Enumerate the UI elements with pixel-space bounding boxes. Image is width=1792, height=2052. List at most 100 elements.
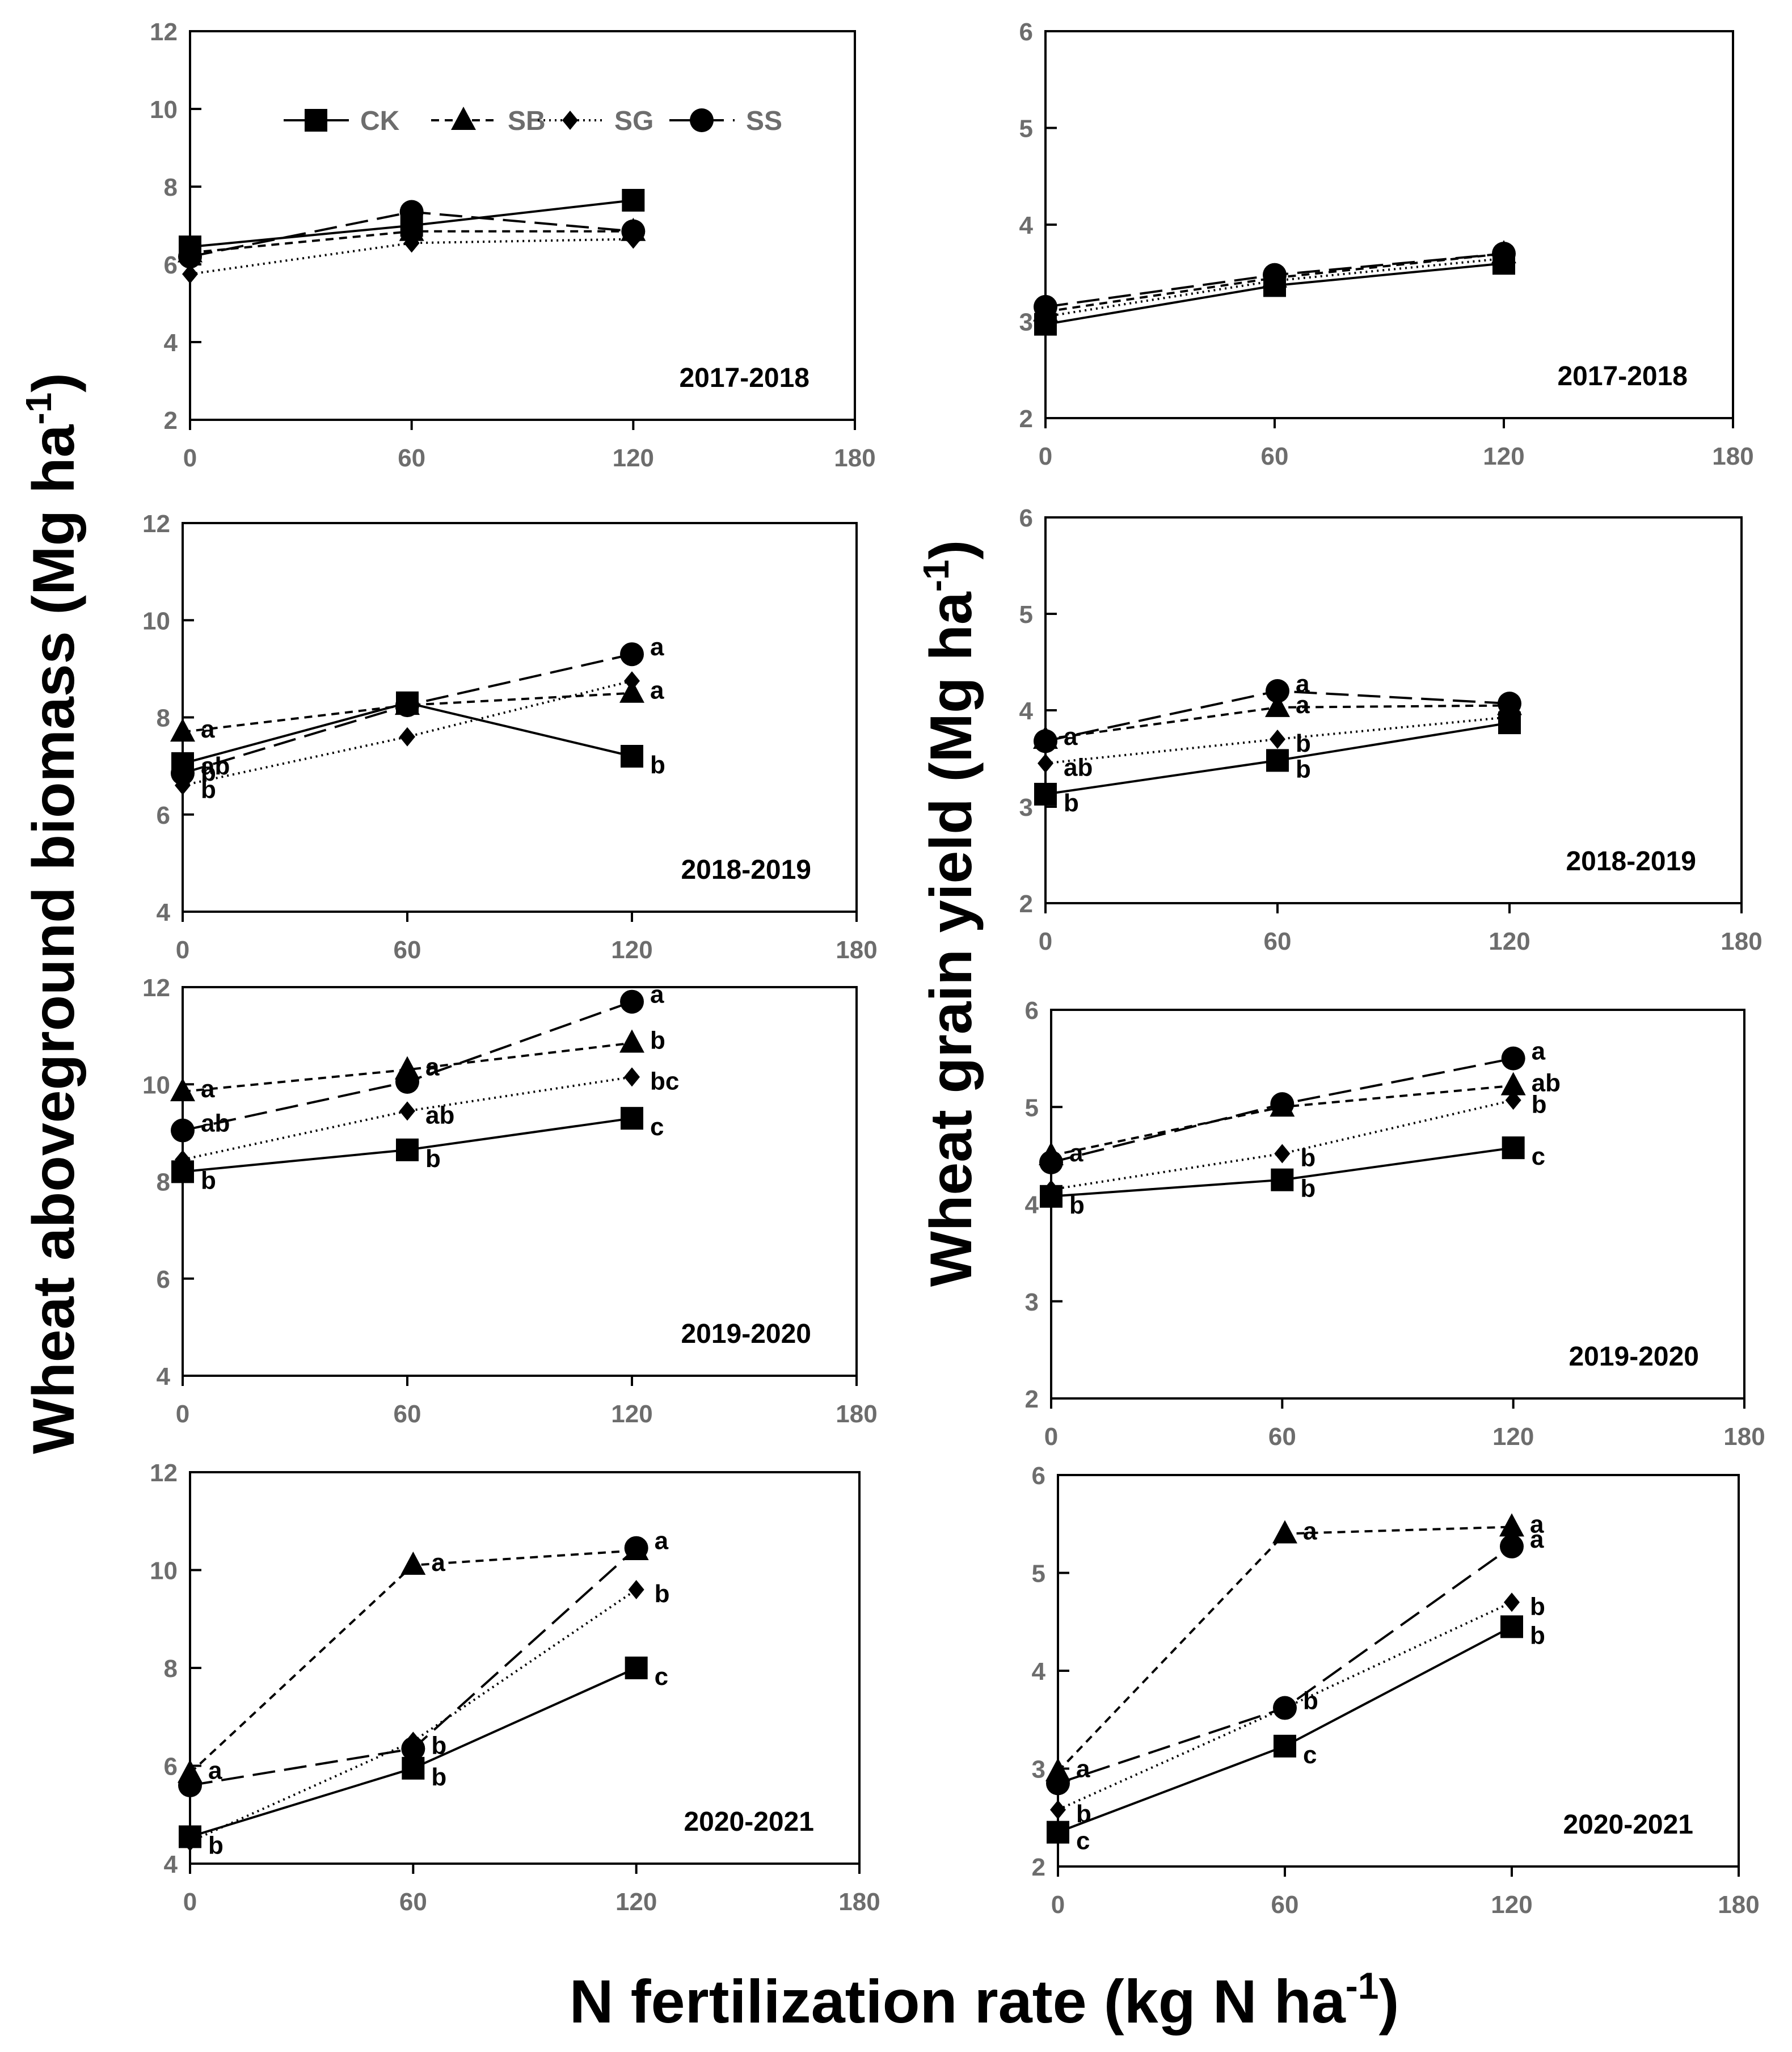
y-tick-label: 10 (150, 1557, 178, 1585)
y-tick-label: 4 (157, 899, 171, 926)
y-tick-label: 2 (1019, 890, 1033, 918)
point-SB (400, 1551, 426, 1575)
point-SS (395, 693, 419, 718)
significance-letter: b (1303, 1687, 1318, 1715)
significance-letter: a (655, 1527, 669, 1555)
significance-letter: a (431, 1549, 445, 1577)
y-axis-title-left-superscript: -1 (18, 393, 59, 425)
point-CK (1274, 1734, 1296, 1758)
significance-letter: b (1076, 1800, 1091, 1828)
significance-letter: ab (425, 1101, 454, 1129)
point-SS (171, 761, 195, 785)
y-tick-label: 6 (1019, 18, 1033, 46)
legend-marker-SB (451, 107, 476, 130)
significance-letter: b (431, 1731, 446, 1759)
point-SB (619, 679, 644, 703)
y-tick-label: 12 (150, 18, 178, 46)
significance-letter: a (1530, 1510, 1544, 1538)
legend-item-CK: CK (284, 106, 400, 136)
point-SG (399, 1101, 415, 1121)
x-tick-label: 0 (176, 1400, 189, 1428)
point-SS (624, 1536, 648, 1560)
year-label: 2020-2021 (1563, 1810, 1693, 1840)
y-tick-label: 5 (1019, 115, 1033, 143)
point-SG (1043, 1179, 1059, 1199)
significance-letter: b (1530, 1621, 1545, 1649)
point-SS (1263, 263, 1287, 287)
y-tick-label: 4 (157, 1363, 171, 1391)
point-SS (1501, 1046, 1525, 1071)
y-tick-label: 2 (1019, 405, 1033, 433)
point-CK (402, 1756, 425, 1780)
point-SB (1500, 1072, 1526, 1095)
point-SB (170, 1078, 195, 1102)
point-CK (621, 745, 643, 768)
y-tick-label: 12 (142, 510, 170, 538)
point-CK (1047, 1821, 1069, 1844)
legend-label: CK (360, 106, 400, 136)
y-tick-label: 3 (1019, 309, 1033, 336)
point-CK (1266, 749, 1289, 772)
y-tick-label: 8 (157, 705, 170, 732)
point-SG (1270, 730, 1285, 749)
point-SS (171, 1118, 195, 1143)
point-SB (170, 718, 195, 742)
x-tick-label: 180 (1721, 928, 1762, 955)
point-SS (1046, 1771, 1070, 1796)
y-tick-label: 6 (157, 802, 170, 829)
year-label: 2017-2018 (1557, 361, 1688, 391)
point-SS (620, 989, 644, 1014)
x-tick-label: 0 (1051, 1891, 1065, 1919)
x-tick-label: 60 (1271, 1891, 1299, 1919)
x-axis-title: N fertilization rate (kg N ha-1) (570, 1965, 1399, 2036)
significance-letter: b (650, 751, 665, 779)
y-tick-label: 4 (1019, 212, 1034, 239)
x-tick-label: 120 (1483, 443, 1524, 470)
x-tick-label: 60 (1261, 443, 1289, 470)
y-tick-label: 5 (1032, 1560, 1045, 1588)
significance-letter: b (1532, 1090, 1547, 1118)
point-SS (1498, 692, 1521, 716)
x-tick-label: 0 (1039, 443, 1052, 470)
x-tick-label: 60 (1264, 928, 1292, 955)
point-SG (399, 727, 415, 747)
point-SG (1505, 1090, 1521, 1110)
significance-letter: a (1069, 1139, 1083, 1167)
point-SS (1034, 294, 1057, 319)
x-tick-label: 180 (1712, 443, 1753, 470)
x-tick-label: 120 (611, 936, 652, 964)
significance-letter: b (208, 1832, 224, 1860)
x-axis-title-superscript: -1 (1346, 1965, 1379, 2007)
point-SS (620, 642, 644, 667)
significance-letter: b (425, 1145, 441, 1173)
significance-letter: a (1064, 723, 1078, 751)
significance-letter: b (650, 1026, 665, 1054)
significance-letter: b (1300, 1144, 1315, 1172)
y-axis-title-right-superscript: -1 (916, 559, 956, 592)
significance-letter: ab (201, 752, 230, 780)
significance-letter: a (1532, 1038, 1546, 1065)
x-tick-label: 120 (1489, 928, 1530, 955)
significance-letter: b (431, 1763, 446, 1791)
y-tick-label: 4 (1032, 1658, 1046, 1686)
year-label: 2020-2021 (684, 1807, 814, 1837)
series-line-SB (182, 692, 633, 734)
significance-letter: a (1303, 1518, 1317, 1545)
series-line-SG (182, 1076, 633, 1161)
legend-label: SS (746, 106, 782, 136)
point-SG (403, 233, 420, 253)
point-SG (628, 1580, 644, 1599)
series-line-SG (1057, 1601, 1512, 1811)
legend-marker-SS (690, 108, 714, 132)
legend: CK SB SG SS (284, 106, 782, 136)
significance-letter: c (655, 1663, 668, 1691)
significance-letter: b (1296, 730, 1311, 757)
point-SS (1500, 1534, 1524, 1558)
significance-letter: c (1303, 1741, 1317, 1769)
point-SS (401, 1737, 425, 1761)
